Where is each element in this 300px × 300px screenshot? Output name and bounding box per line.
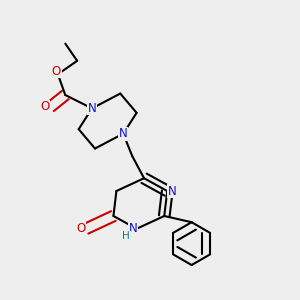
- Text: N: N: [119, 127, 128, 140]
- Text: O: O: [76, 222, 86, 235]
- Text: N: N: [88, 102, 96, 115]
- Text: N: N: [168, 184, 177, 197]
- Text: N: N: [129, 222, 137, 235]
- Text: O: O: [40, 100, 50, 113]
- Text: O: O: [52, 65, 61, 78]
- Text: H: H: [122, 231, 130, 241]
